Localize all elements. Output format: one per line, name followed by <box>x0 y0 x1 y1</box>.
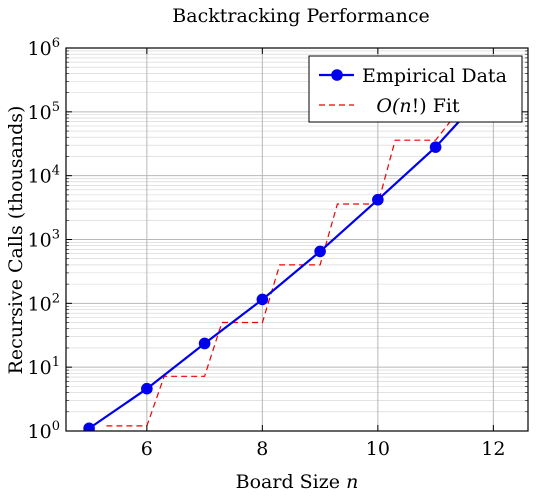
series-empirical-line <box>88 108 472 430</box>
legend: Empirical Data O(n!) Fit <box>308 55 523 123</box>
x-tick-labels: 6 8 10 12 <box>141 438 506 460</box>
x-axis-label-text: Board Size <box>236 471 340 493</box>
chart-title: Backtracking Performance <box>172 5 429 27</box>
y-tick-label-base: 10 <box>28 38 52 60</box>
y-tick-label: 100 <box>28 419 60 443</box>
y-tick-label-base: 10 <box>28 102 52 124</box>
y-tick-label-base: 10 <box>28 357 52 379</box>
legend-label-fit-o: O( <box>376 95 400 117</box>
y-tick-label-exponent: 1 <box>52 355 60 370</box>
x-tick-label: 6 <box>141 438 153 460</box>
y-tick-label: 104 <box>28 164 60 188</box>
y-tick-label: 102 <box>28 291 60 315</box>
series-layer <box>83 108 472 431</box>
legend-label-fit-rest: !) Fit <box>412 95 460 117</box>
legend-box <box>308 55 523 123</box>
x-axis-label: Board Size n <box>236 471 359 493</box>
y-axis-label: Recursive Calls (thousands) <box>5 106 27 375</box>
y-tick-label: 103 <box>28 228 60 252</box>
y-tick-label-exponent: 6 <box>52 36 60 51</box>
x-tick-label: 10 <box>366 438 390 460</box>
data-point-empirical <box>198 337 211 350</box>
y-tick-label-exponent: 0 <box>52 419 60 434</box>
y-tick-label-exponent: 4 <box>52 164 60 179</box>
legend-marker-empirical <box>331 69 343 81</box>
data-point-empirical <box>314 245 326 258</box>
y-tick-label: 101 <box>28 355 60 379</box>
data-point-empirical <box>141 382 153 395</box>
y-tick-label-base: 10 <box>28 293 52 315</box>
y-tick-label-exponent: 2 <box>52 291 60 306</box>
y-tick-label-base: 10 <box>28 421 52 443</box>
x-axis-label-variable: n <box>346 471 358 493</box>
legend-label-fit-var: n <box>399 95 411 117</box>
data-point-empirical <box>429 141 442 153</box>
data-point-empirical <box>83 422 95 431</box>
y-tick-label-exponent: 3 <box>52 228 60 243</box>
y-tick-label: 105 <box>28 100 60 124</box>
x-tick-label: 8 <box>256 438 268 460</box>
y-tick-label-exponent: 5 <box>52 100 60 115</box>
y-tick-label: 106 <box>28 36 60 60</box>
data-point-empirical <box>256 293 269 306</box>
axis-ticks <box>66 47 528 432</box>
y-tick-label-base: 10 <box>28 230 52 252</box>
y-tick-label-base: 10 <box>28 166 52 188</box>
legend-label-fit: O(n!) Fit <box>376 95 460 117</box>
legend-label-empirical: Empirical Data <box>362 65 507 87</box>
x-tick-label: 12 <box>481 438 505 460</box>
data-point-empirical <box>372 193 384 206</box>
